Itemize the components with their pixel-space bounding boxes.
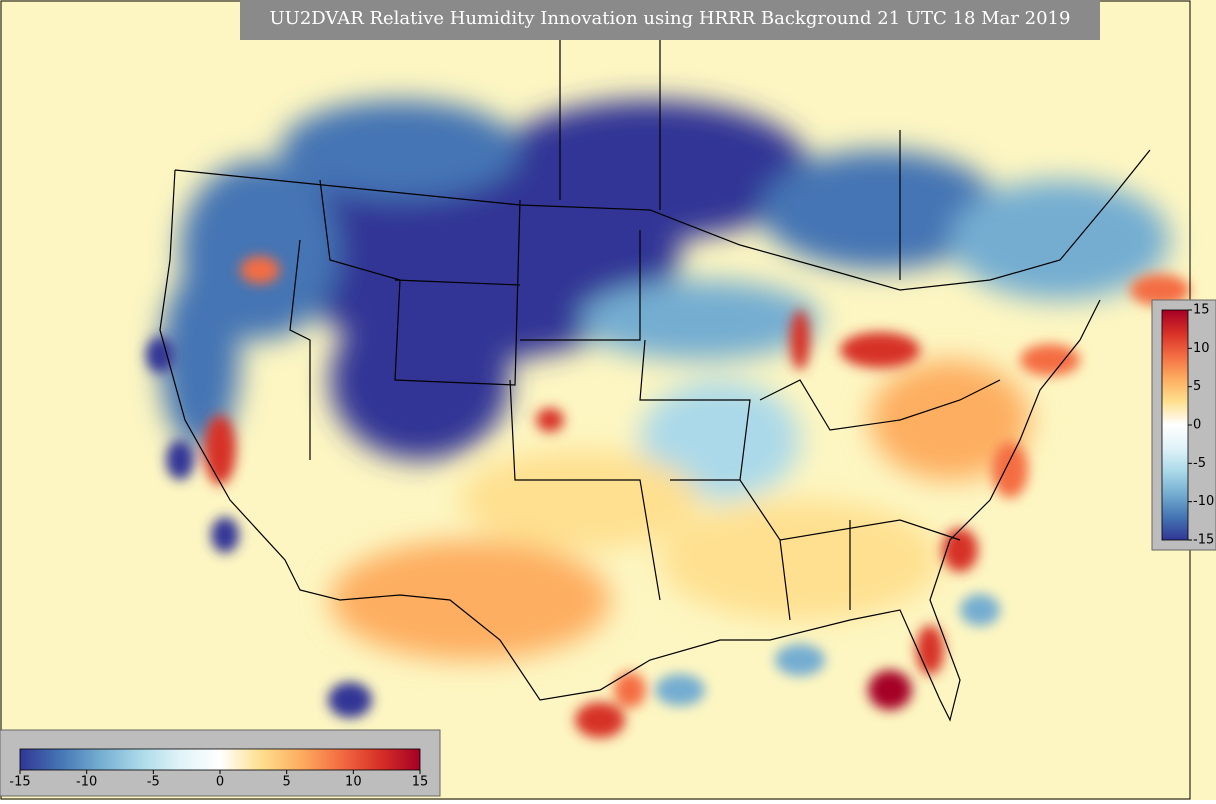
- colorbar-tick-label: -5: [1193, 456, 1206, 471]
- colorbar-tick-label: 5: [1193, 379, 1201, 394]
- colorbar-tick-label: -10: [1193, 494, 1214, 509]
- colorbar-tick-label: -10: [76, 775, 97, 790]
- colorbar-tick-label: -5: [147, 775, 160, 790]
- title-box: [240, 0, 1100, 40]
- humidity-field: [146, 100, 1190, 738]
- colorbar-tick-label: 0: [216, 775, 224, 790]
- colorbar-tick-label: 10: [345, 775, 362, 790]
- colorbar-tick-label: -15: [9, 775, 30, 790]
- colorbar-tick-label: 0: [1193, 418, 1201, 433]
- colorbar-tick-label: 15: [412, 775, 429, 790]
- colorbar-tick-label: 15: [1193, 303, 1210, 318]
- boundaries: [159, 20, 1151, 722]
- colorbar-tick-label: -15: [1193, 533, 1214, 548]
- colorbar-tick-label: 10: [1193, 341, 1210, 356]
- title: UU2DVAR Relative Humidity Innovation usi…: [270, 8, 1071, 29]
- colorbar: [1161, 309, 1189, 541]
- colorbar: [19, 748, 421, 771]
- colorbar-tick-label: 5: [283, 775, 291, 790]
